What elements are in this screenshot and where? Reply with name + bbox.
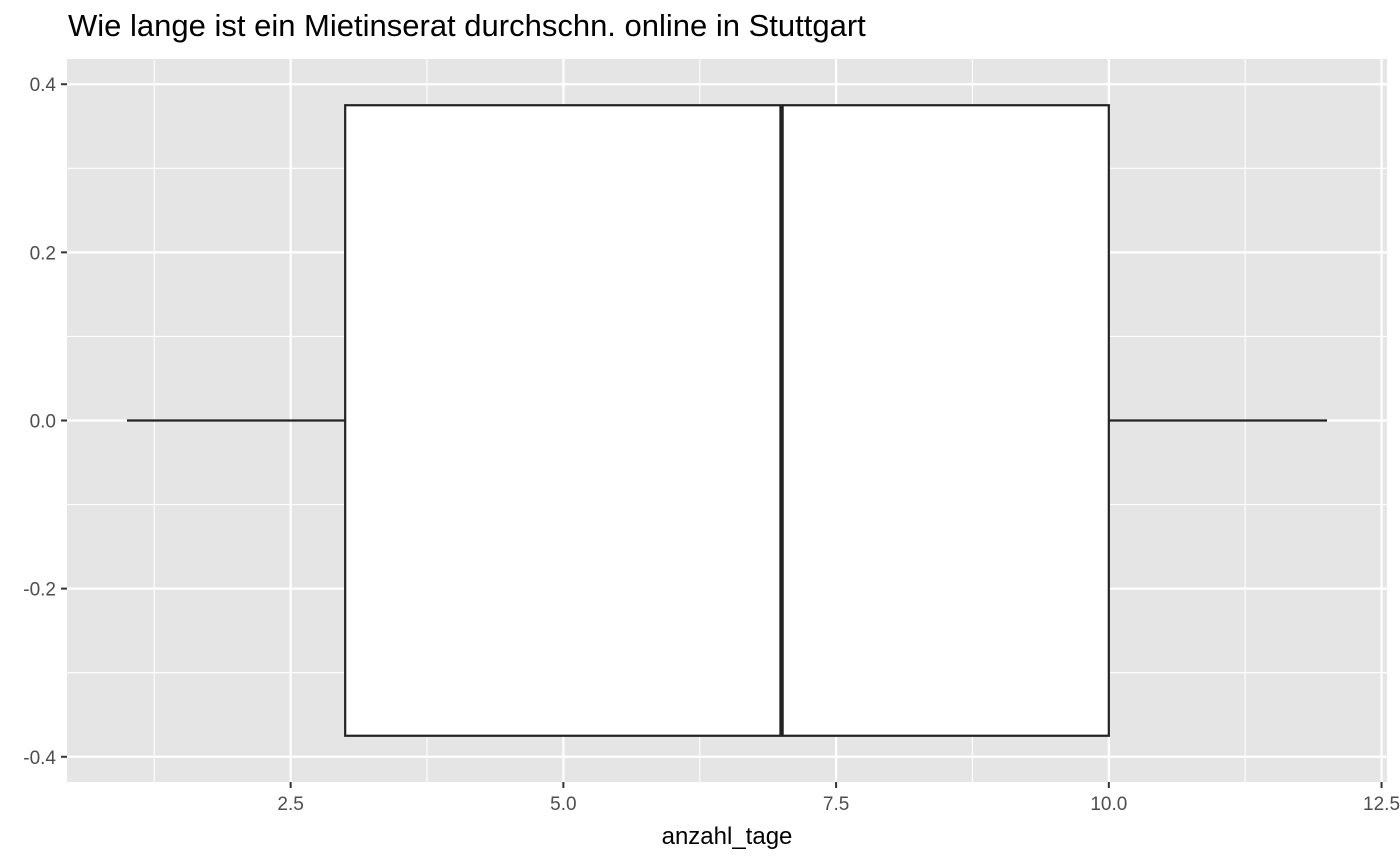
x-axis-label: anzahl_tage (662, 823, 793, 850)
x-tick-label: 5.0 (550, 794, 576, 815)
x-axis: 2.5 5.0 7.5 10.0 12.5 (277, 782, 1400, 815)
chart-title: Wie lange ist ein Mietinserat durchschn.… (68, 8, 866, 43)
y-tick-label: 0.2 (30, 243, 56, 264)
y-tick-label: -0.2 (23, 580, 56, 601)
x-tick-label: 10.0 (1090, 794, 1127, 815)
y-tick-label: 0.4 (30, 75, 57, 96)
iqr-box (344, 104, 1110, 737)
y-tick-label: 0.0 (30, 412, 56, 433)
x-tick-label: 12.5 (1363, 794, 1400, 815)
y-tick-label: -0.4 (23, 748, 56, 769)
box-marks (127, 104, 1327, 737)
x-tick-label: 7.5 (823, 794, 849, 815)
x-tick-label: 2.5 (277, 794, 303, 815)
y-axis: 0.4 0.2 0.0 -0.2 -0.4 (23, 75, 67, 769)
